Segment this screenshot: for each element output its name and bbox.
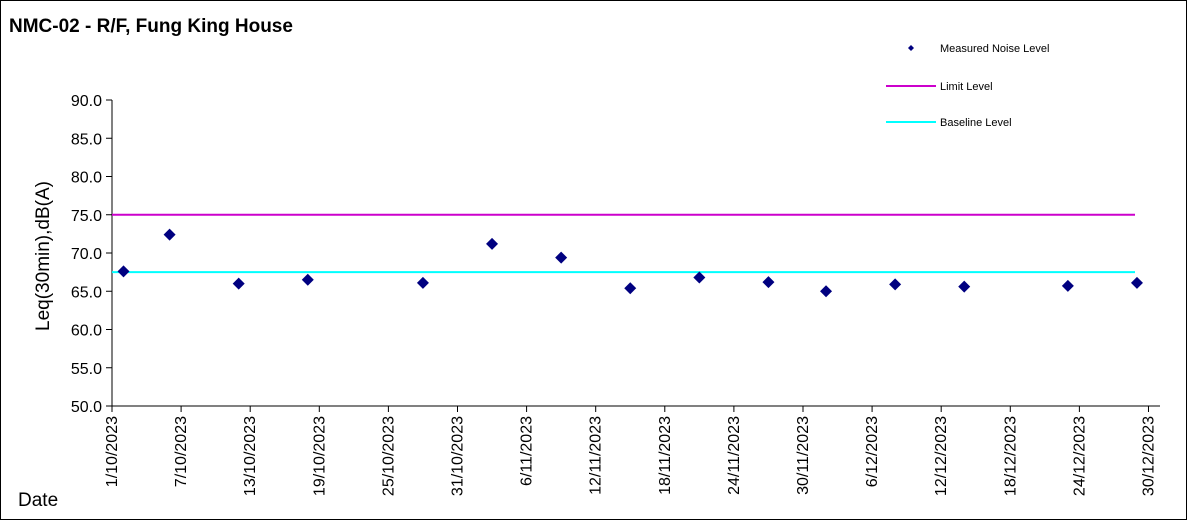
x-tick-label: 31/10/2023 xyxy=(449,416,466,496)
y-tick-label: 65.0 xyxy=(71,284,102,301)
legend: Measured Noise Level Limit Level Baseline … xyxy=(886,43,1049,129)
x-tick-label: 30/12/2023 xyxy=(1140,416,1157,496)
data-point-diamond xyxy=(232,277,245,290)
x-tick-label: 6/12/2023 xyxy=(864,416,881,487)
axes xyxy=(111,100,1160,407)
data-points xyxy=(117,228,1143,298)
data-point-diamond xyxy=(163,228,176,241)
data-point-diamond xyxy=(624,282,637,295)
y-tick-label: 90.0 xyxy=(71,93,102,110)
y-tick-label: 55.0 xyxy=(71,361,102,378)
y-tick-label: 85.0 xyxy=(71,131,102,148)
legend-label: Baseline Level xyxy=(940,117,1012,129)
x-tick-label: 24/12/2023 xyxy=(1071,416,1088,496)
legend-marker-diamond xyxy=(908,45,914,51)
x-tick-label: 24/11/2023 xyxy=(726,416,743,495)
data-point-diamond xyxy=(555,251,568,264)
data-point-diamond xyxy=(762,276,775,289)
y-tick-label: 75.0 xyxy=(71,208,102,225)
x-tick-label: 19/10/2023 xyxy=(311,416,328,496)
x-tick-label: 6/11/2023 xyxy=(519,416,536,486)
data-point-diamond xyxy=(889,278,902,291)
y-axis-label: Leq(30min),dB(A) xyxy=(33,181,54,331)
x-tick-label: 1/10/2023 xyxy=(104,416,121,487)
y-tick-label: 80.0 xyxy=(71,170,102,187)
legend-label: Measured Noise Level xyxy=(940,43,1049,55)
data-point-diamond xyxy=(117,265,130,278)
chart-title: NMC-02 - R/F, Fung King House xyxy=(9,16,293,37)
x-tick-label: 18/12/2023 xyxy=(1002,416,1019,496)
data-point-diamond xyxy=(820,285,833,298)
data-point-diamond xyxy=(693,271,706,284)
data-point-diamond xyxy=(416,276,429,289)
x-tick-label: 30/11/2023 xyxy=(795,416,812,495)
data-point-diamond xyxy=(486,237,499,250)
x-axis-label: Date xyxy=(18,490,58,511)
y-axis-ticks: 50.0 55.0 60.0 65.0 70.0 75.0 80.0 85.0 90.0 xyxy=(71,93,112,416)
y-tick-label: 60.0 xyxy=(71,323,102,340)
x-tick-label: 7/10/2023 xyxy=(173,416,190,487)
x-tick-label: 13/10/2023 xyxy=(242,416,259,496)
reference-lines xyxy=(112,213,1135,274)
data-point-diamond xyxy=(1130,276,1143,289)
x-axis-ticks: 1/10/2023 7/10/2023 13/10/2023 19/10/2023 25… xyxy=(104,406,1157,496)
y-tick-label: 70.0 xyxy=(71,246,102,263)
y-tick-label: 50.0 xyxy=(71,399,102,416)
x-tick-label: 18/11/2023 xyxy=(657,416,674,495)
legend-label: Limit Level xyxy=(940,81,993,93)
data-point-diamond xyxy=(958,280,971,293)
data-point-diamond xyxy=(1061,279,1074,292)
x-tick-label: 12/12/2023 xyxy=(933,416,950,496)
x-tick-label: 12/11/2023 xyxy=(588,416,605,495)
x-tick-label: 25/10/2023 xyxy=(380,416,397,496)
data-point-diamond xyxy=(301,273,314,286)
